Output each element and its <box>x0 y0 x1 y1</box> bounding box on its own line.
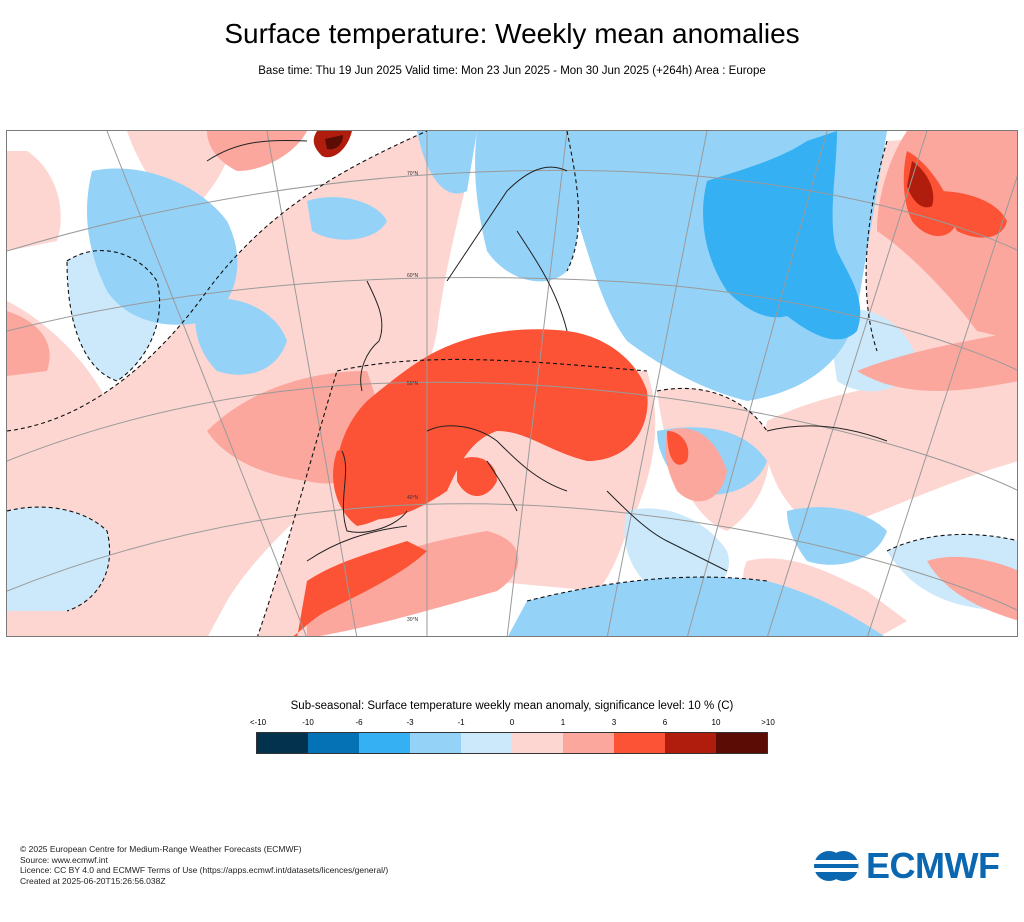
colorbar-swatch <box>410 733 461 753</box>
page-title: Surface temperature: Weekly mean anomali… <box>224 18 800 49</box>
lat-label-40n: 40°N <box>407 495 419 501</box>
colorbar-swatch <box>716 733 767 753</box>
legend-tick: -3 <box>406 718 414 727</box>
colorbar-swatch <box>359 733 410 753</box>
legend-tick: -6 <box>355 718 363 727</box>
lat-label-60n: 60°N <box>407 273 419 279</box>
colorbar-swatch <box>257 733 308 753</box>
licence-text: Licence: CC BY 4.0 and ECMWF Terms of Us… <box>20 865 389 875</box>
legend-tick: 3 <box>611 718 617 727</box>
colorbar-swatch <box>563 733 614 753</box>
anomaly-gt10-zone <box>325 135 343 150</box>
legend-ticks: <-10 -10 -6 -3 -1 0 1 3 6 10 >10 <box>230 718 794 730</box>
legend-tick: -10 <box>302 718 314 727</box>
source-text: Source: www.ecmwf.int <box>20 854 108 865</box>
page-subtitle: Base time: Thu 19 Jun 2025 Valid time: M… <box>258 65 766 77</box>
ecmwf-logo-icon <box>814 851 859 881</box>
colorbar-swatch <box>665 733 716 753</box>
anomaly-map: 70°N 60°N 50°N 40°N 30°N <box>6 130 1018 637</box>
anomaly-neg6-neg3-zone <box>703 131 861 340</box>
lat-label-30n: 30°N <box>407 617 419 623</box>
created-text: Created at 2025-06-20T15:26:56.038Z <box>20 875 166 886</box>
colorbar-swatch <box>461 733 512 753</box>
legend-tick: >10 <box>761 718 775 727</box>
legend-tick: -1 <box>457 718 465 727</box>
legend-tick: 1 <box>560 718 566 727</box>
legend-tick: <-10 <box>249 718 267 727</box>
lat-label-50n: 50°N <box>407 381 419 387</box>
significance-contours <box>7 131 1017 636</box>
graticule <box>7 131 1017 636</box>
copyright-text: © 2025 European Centre for Medium-Range … <box>20 844 302 854</box>
colorbar-swatch <box>512 733 563 753</box>
legend-colorbar <box>256 732 768 754</box>
footer: © 2025 European Centre for Medium-Range … <box>20 844 388 886</box>
ecmwf-logo: ECMWF <box>812 845 1012 886</box>
legend-tick: 6 <box>662 718 668 727</box>
logo-text: ECMWF <box>866 845 1000 886</box>
colorbar-swatch <box>614 733 665 753</box>
legend-tick: 0 <box>509 718 515 727</box>
legend-title: Sub-seasonal: Surface temperature weekly… <box>290 700 734 712</box>
colorbar-swatch <box>308 733 359 753</box>
coastlines <box>206 139 888 572</box>
lat-label-70n: 70°N <box>407 171 419 177</box>
legend-tick: 10 <box>711 718 721 727</box>
map-canvas: 70°N 60°N 50°N 40°N 30°N <box>7 131 1017 636</box>
